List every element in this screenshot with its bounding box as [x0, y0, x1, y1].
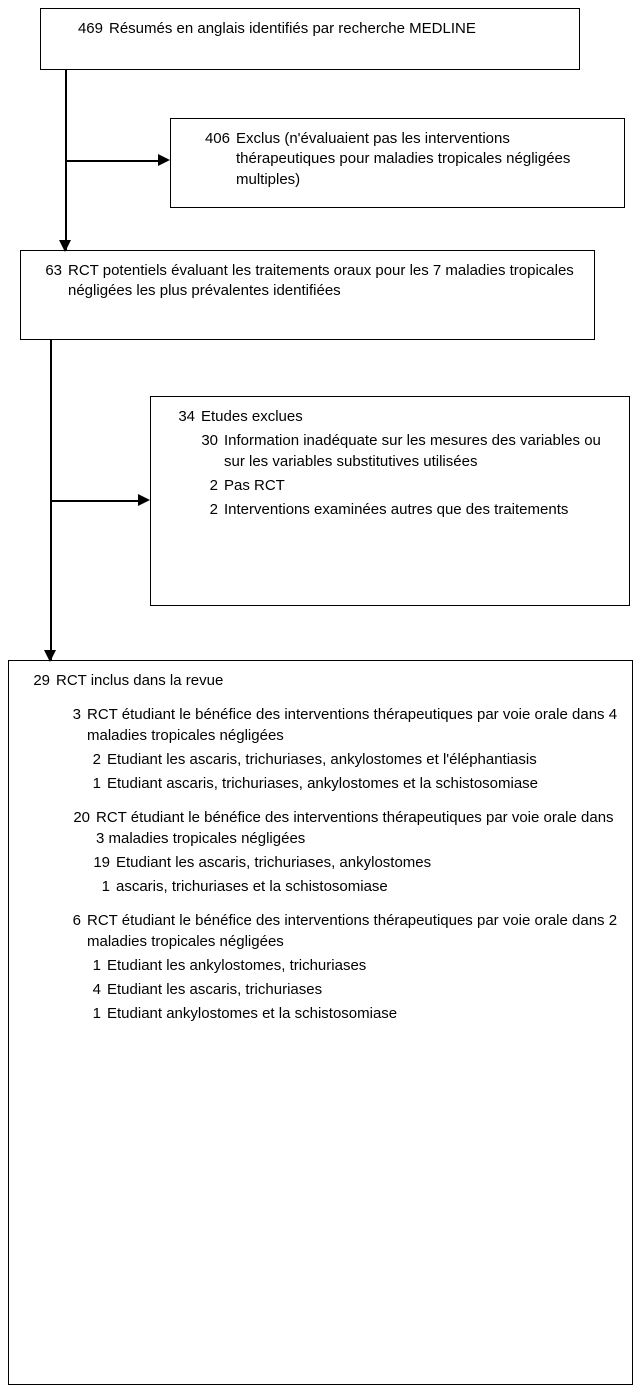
box4-text: Etudes exclues	[195, 407, 303, 427]
arrow-right-icon	[138, 494, 150, 506]
box2-entry: 406 Exclus (n'évaluaient pas les interve…	[185, 129, 610, 190]
box5-group: 6 RCT étudiant le bénéfice des intervent…	[23, 911, 618, 952]
box5-group-item: 1 Etudiant les ankylostomes, trichuriase…	[23, 956, 618, 976]
box4-item-text: Pas RCT	[218, 476, 285, 496]
item-text: Etudiant les ascaris, trichuriases	[101, 980, 322, 1000]
connector-line	[50, 500, 140, 502]
box4-item-text: Interventions examinées autres que des t…	[218, 500, 568, 520]
arrow-right-icon	[158, 154, 170, 166]
box4-item-count: 2	[185, 500, 218, 520]
box5-group-item: 1 Etudiant ascaris, trichuriases, ankylo…	[23, 774, 618, 794]
flow-box-excluded-2: 34 Etudes exclues 30 Information inadéqu…	[150, 396, 630, 606]
box4-item-count: 2	[185, 476, 218, 496]
box5-group-item: 4 Etudiant les ascaris, trichuriases	[23, 980, 618, 1000]
item-text: Etudiant ankylostomes et la schistosomia…	[101, 1004, 397, 1024]
box3-count: 63	[35, 261, 62, 302]
arrow-down-icon	[44, 650, 56, 662]
box5-group: 3 RCT étudiant le bénéfice des intervent…	[23, 705, 618, 746]
item-text: ascaris, trichuriases et la schistosomia…	[110, 877, 388, 897]
group-count: 20	[63, 808, 90, 849]
box3-entry: 63 RCT potentiels évaluant les traitemen…	[35, 261, 580, 302]
box5-group-item: 1 Etudiant ankylostomes et la schistosom…	[23, 1004, 618, 1024]
box5-header: 29 RCT inclus dans la revue	[23, 671, 618, 691]
box4-item-count: 30	[185, 431, 218, 472]
flow-box-excluded-1: 406 Exclus (n'évaluaient pas les interve…	[170, 118, 625, 208]
box4-item: 2 Pas RCT	[165, 476, 615, 496]
group-text: RCT étudiant le bénéfice des interventio…	[81, 911, 618, 952]
item-count: 1	[83, 1004, 101, 1024]
box2-text: Exclus (n'évaluaient pas les interventio…	[230, 129, 610, 190]
group-text: RCT étudiant le bénéfice des interventio…	[90, 808, 618, 849]
group-count: 6	[63, 911, 81, 952]
box3-text: RCT potentiels évaluant les traitements …	[62, 261, 580, 302]
flow-box-potential-rct: 63 RCT potentiels évaluant les traitemen…	[20, 250, 595, 340]
connector-line	[65, 160, 160, 162]
box5-group: 20 RCT étudiant le bénéfice des interven…	[23, 808, 618, 849]
item-text: Etudiant les ascaris, trichuriases, anky…	[110, 853, 431, 873]
box4-item: 2 Interventions examinées autres que des…	[165, 500, 615, 520]
item-count: 1	[83, 956, 101, 976]
flow-box-identified: 469 Résumés en anglais identifiés par re…	[40, 8, 580, 70]
arrow-down-icon	[59, 240, 71, 252]
box5-count: 29	[23, 671, 50, 691]
box4-header: 34 Etudes exclues	[165, 407, 615, 427]
group-text: RCT étudiant le bénéfice des interventio…	[81, 705, 618, 746]
box4-count: 34	[165, 407, 195, 427]
box1-entry: 469 Résumés en anglais identifiés par re…	[55, 19, 565, 39]
item-count: 1	[83, 877, 110, 897]
box5-text: RCT inclus dans la revue	[50, 671, 223, 691]
box5-group-item: 1 ascaris, trichuriases et la schistosom…	[23, 877, 618, 897]
item-count: 19	[83, 853, 110, 873]
item-text: Etudiant les ankylostomes, trichuriases	[101, 956, 366, 976]
box5-group-item: 19 Etudiant les ascaris, trichuriases, a…	[23, 853, 618, 873]
item-count: 2	[83, 750, 101, 770]
item-text: Etudiant ascaris, trichuriases, ankylost…	[101, 774, 538, 794]
item-text: Etudiant les ascaris, trichuriases, anky…	[101, 750, 537, 770]
box5-group-item: 2 Etudiant les ascaris, trichuriases, an…	[23, 750, 618, 770]
group-count: 3	[63, 705, 81, 746]
box1-count: 469	[55, 19, 103, 39]
item-count: 4	[83, 980, 101, 1000]
flow-box-included: 29 RCT inclus dans la revue 3 RCT étudia…	[8, 660, 633, 1385]
box4-item: 30 Information inadéquate sur les mesure…	[165, 431, 615, 472]
item-count: 1	[83, 774, 101, 794]
box1-text: Résumés en anglais identifiés par recher…	[103, 19, 476, 39]
box4-item-text: Information inadéquate sur les mesures d…	[218, 431, 615, 472]
box2-count: 406	[185, 129, 230, 190]
